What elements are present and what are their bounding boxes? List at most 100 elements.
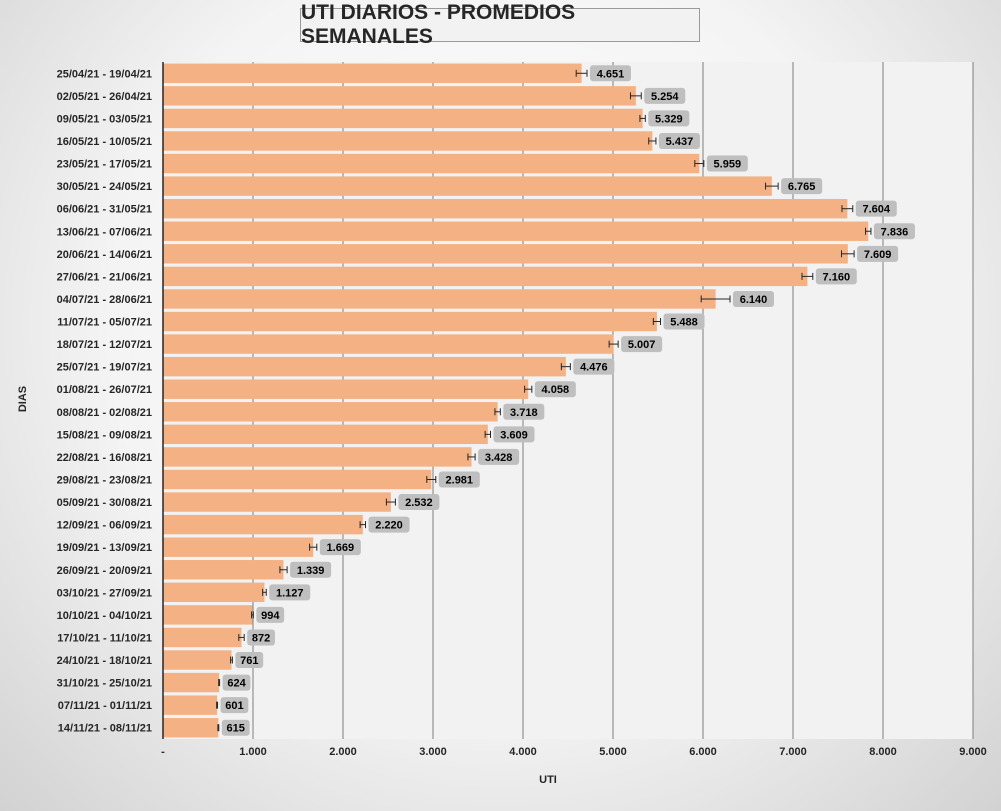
data-label-box	[221, 719, 250, 736]
data-label-box	[873, 223, 915, 240]
category-label: 15/08/21 - 09/08/21	[57, 429, 152, 441]
data-label: 624	[227, 678, 246, 690]
bar	[163, 244, 848, 264]
data-label: 994	[261, 610, 280, 622]
x-tick-label: 6.000	[689, 746, 717, 758]
data-label: 4.476	[580, 362, 608, 374]
data-label: 5.488	[670, 317, 698, 329]
data-label-box	[220, 697, 249, 714]
data-label: 1.669	[327, 542, 355, 554]
category-label: 02/05/21 - 26/04/21	[57, 91, 152, 103]
bar	[163, 311, 657, 332]
data-label: 601	[225, 700, 243, 712]
category-label: 16/05/21 - 10/05/21	[57, 136, 152, 148]
x-axis-title: UTI	[539, 774, 557, 786]
data-label: 7.609	[864, 249, 892, 261]
data-label-box	[269, 584, 311, 601]
data-label-box	[256, 606, 285, 623]
x-tick-label: 5.000	[599, 746, 627, 758]
x-tick-label: 1.000	[239, 746, 267, 758]
x-tick-label: 7.000	[779, 746, 807, 758]
data-label: 872	[252, 632, 270, 644]
plot-background	[163, 62, 973, 739]
data-label: 5.437	[666, 136, 694, 148]
data-label: 3.609	[500, 429, 528, 441]
category-label: 26/09/21 - 20/09/21	[57, 565, 152, 577]
bar	[163, 672, 220, 693]
bar	[163, 289, 716, 309]
data-label: 615	[227, 723, 245, 735]
category-label: 06/06/21 - 31/05/21	[57, 204, 152, 216]
category-label: 29/08/21 - 23/08/21	[57, 474, 152, 486]
category-label: 14/11/21 - 08/11/21	[58, 723, 152, 735]
category-label: 12/09/21 - 06/09/21	[57, 520, 152, 532]
bar	[163, 650, 232, 670]
category-label: 18/07/21 - 12/07/21	[57, 339, 152, 351]
bar	[163, 108, 643, 129]
x-tick-label: 8.000	[869, 746, 897, 758]
bar	[163, 492, 391, 512]
data-label: 2.981	[446, 474, 474, 486]
data-label-box	[478, 448, 520, 465]
bar	[163, 514, 363, 535]
x-tick-label: 9.000	[959, 746, 987, 758]
data-label-box	[663, 313, 705, 330]
category-label: 27/06/21 - 21/06/21	[57, 271, 152, 283]
category-label: 05/09/21 - 30/08/21	[57, 497, 152, 509]
data-label-box	[319, 539, 361, 556]
data-label: 5.959	[714, 159, 742, 171]
bar	[163, 447, 472, 467]
data-label: 2.532	[405, 497, 433, 509]
bar	[163, 627, 242, 648]
data-label-box	[733, 290, 774, 307]
x-tick-label: 3.000	[419, 746, 447, 758]
data-label-box	[621, 336, 663, 353]
data-label: 7.836	[881, 226, 909, 238]
data-label-box	[573, 358, 615, 375]
bar	[163, 379, 529, 399]
data-label-box	[368, 516, 410, 533]
data-label-box	[222, 674, 251, 691]
bar	[163, 582, 265, 603]
x-tick-label: 2.000	[329, 746, 357, 758]
data-label-box	[589, 65, 631, 82]
data-label-box	[648, 110, 690, 127]
category-label: 25/04/21 - 19/04/21	[57, 68, 152, 80]
category-label: 19/09/21 - 13/09/21	[57, 542, 152, 554]
data-label-box	[503, 403, 545, 420]
data-label: 1.339	[297, 565, 325, 577]
bar	[163, 469, 432, 490]
bar	[163, 176, 772, 196]
bar	[163, 153, 700, 174]
category-label: 30/05/21 - 24/05/21	[57, 181, 152, 193]
data-label: 7.604	[862, 204, 890, 216]
bar	[163, 560, 284, 580]
bar	[163, 63, 582, 83]
data-label-box	[398, 494, 440, 511]
bar	[163, 718, 219, 738]
bar	[163, 266, 808, 287]
y-axis-title: DIAS	[17, 386, 29, 412]
data-label: 3.718	[510, 407, 538, 419]
category-label: 23/05/21 - 17/05/21	[57, 159, 152, 171]
bar	[163, 695, 218, 715]
data-label-box	[534, 381, 576, 398]
data-label-box	[493, 426, 535, 443]
data-label-box	[781, 178, 823, 195]
data-label-box	[644, 87, 686, 104]
x-tick-label: -	[161, 746, 165, 758]
data-label-box	[815, 268, 857, 285]
data-label-box	[855, 200, 897, 217]
data-label-box	[658, 132, 700, 149]
bar	[163, 198, 848, 219]
data-label: 5.329	[655, 113, 683, 125]
data-label: 5.007	[628, 339, 656, 351]
category-label: 09/05/21 - 03/05/21	[57, 113, 152, 125]
category-label: 31/10/21 - 25/10/21	[57, 678, 152, 690]
bar	[163, 605, 253, 625]
bar	[163, 131, 653, 151]
bar	[163, 402, 498, 422]
category-label: 11/07/21 - 05/07/21	[57, 317, 152, 329]
bar	[163, 86, 636, 106]
